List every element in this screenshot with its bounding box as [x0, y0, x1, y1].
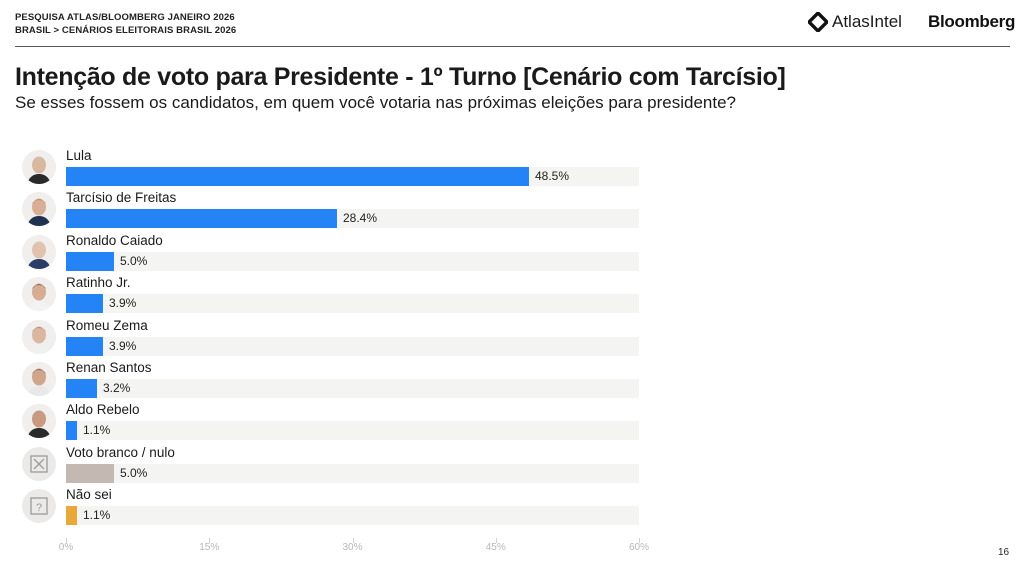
breadcrumb: BRASIL > CENÁRIOS ELEITORAIS BRASIL 2026 — [15, 25, 237, 36]
bar — [66, 294, 103, 314]
value-label: 48.5% — [535, 169, 570, 183]
page-number: 16 — [998, 547, 1010, 558]
axis-tick — [495, 538, 497, 543]
atlasintel-logo: AtlasIntel — [808, 12, 902, 32]
axis-tick — [209, 538, 211, 543]
survey-breadcrumb: PESQUISA ATLAS/BLOOMBERG JANEIRO 2026 BR… — [15, 11, 236, 37]
candidate-photo-icon — [22, 234, 56, 269]
row-label: Renan Santos — [66, 360, 152, 375]
bar-track: 1.1% — [66, 506, 639, 526]
value-label: 28.4% — [343, 211, 378, 226]
bloomberg-logo: Bloomberg — [928, 12, 1016, 31]
chart-row: Ratinho Jr. 3.9% — [0, 274, 660, 316]
row-label: Aldo Rebelo — [66, 402, 140, 418]
svg-text:?: ? — [36, 502, 42, 514]
chart-row: Tarcísio de Freitas 28.4% — [0, 189, 660, 231]
bar-track: 1.1% — [66, 421, 639, 441]
chart-row: Lula 48.5% — [0, 147, 660, 189]
bar — [66, 506, 77, 526]
bar — [66, 167, 529, 186]
row-label: Lula — [66, 148, 92, 163]
atlas-diamond-icon — [808, 12, 828, 32]
x-box-icon — [22, 446, 56, 481]
axis-tick — [66, 538, 67, 543]
value-label: 5.0% — [120, 465, 148, 480]
bar-track: 5.0% — [66, 251, 639, 271]
axis-tick-label: 60% — [628, 542, 650, 553]
candidate-photo-icon — [22, 150, 56, 184]
bar — [66, 251, 114, 271]
axis-tick — [352, 538, 354, 543]
row-label: Não sei — [66, 487, 112, 503]
value-label: 5.0% — [120, 253, 148, 268]
chart-row: Romeu Zema 3.9% — [0, 317, 660, 359]
chart-row: Voto branco / nulo 5.0% — [0, 444, 660, 486]
axis-tick-label: 15% — [199, 542, 220, 553]
row-label: Ronaldo Caiado — [66, 232, 163, 248]
bar — [66, 209, 337, 229]
bar — [66, 463, 114, 483]
atlasintel-wordmark: AtlasIntel — [832, 12, 902, 31]
chart-row: Ronaldo Caiado 5.0% — [0, 232, 660, 274]
value-label: 3.9% — [109, 296, 137, 311]
row-label: Romeu Zema — [66, 317, 148, 333]
bar-track: 48.5% — [66, 167, 639, 186]
axis-tick-label: 0% — [58, 542, 74, 553]
axis-tick — [639, 538, 640, 543]
bar-track: 3.2% — [66, 379, 639, 398]
bar — [66, 421, 77, 441]
bar — [66, 379, 97, 398]
value-label: 3.2% — [103, 381, 131, 395]
chart-row: Renan Santos 3.2% — [0, 359, 660, 401]
row-label: Voto branco / nulo — [66, 444, 175, 460]
candidate-photo-icon — [22, 404, 56, 439]
chart-title: Intenção de voto para Presidente - 1º Tu… — [15, 63, 786, 91]
bar-track: 5.0% — [66, 463, 639, 483]
candidate-photo-icon — [22, 362, 56, 396]
header-divider — [15, 46, 1010, 47]
chart-row: Aldo Rebelo 1.1% — [0, 401, 660, 443]
survey-title: PESQUISA ATLAS/BLOOMBERG JANEIRO 2026 — [15, 12, 235, 23]
bar — [66, 336, 103, 356]
value-label: 1.1% — [83, 423, 111, 438]
axis-tick-label: 30% — [342, 542, 363, 553]
chart-subtitle: Se esses fossem os candidatos, em quem v… — [15, 93, 736, 112]
row-label: Ratinho Jr. — [66, 275, 131, 291]
chart-row: ? Não sei 1.1% — [0, 486, 660, 528]
candidate-photo-icon — [22, 192, 56, 227]
candidate-photo-icon — [22, 319, 56, 354]
value-label: 3.9% — [109, 338, 137, 353]
axis-tick-label: 45% — [485, 542, 506, 553]
bar-track: 3.9% — [66, 294, 639, 314]
x-axis: 0% 15% 30% 45% 60% — [0, 538, 700, 558]
bar-track: 3.9% — [66, 336, 639, 356]
question-box-icon: ? — [22, 489, 56, 524]
candidate-photo-icon — [22, 277, 56, 312]
value-label: 1.1% — [83, 508, 111, 523]
row-label: Tarcísio de Freitas — [66, 190, 177, 206]
bar-track: 28.4% — [66, 209, 639, 229]
